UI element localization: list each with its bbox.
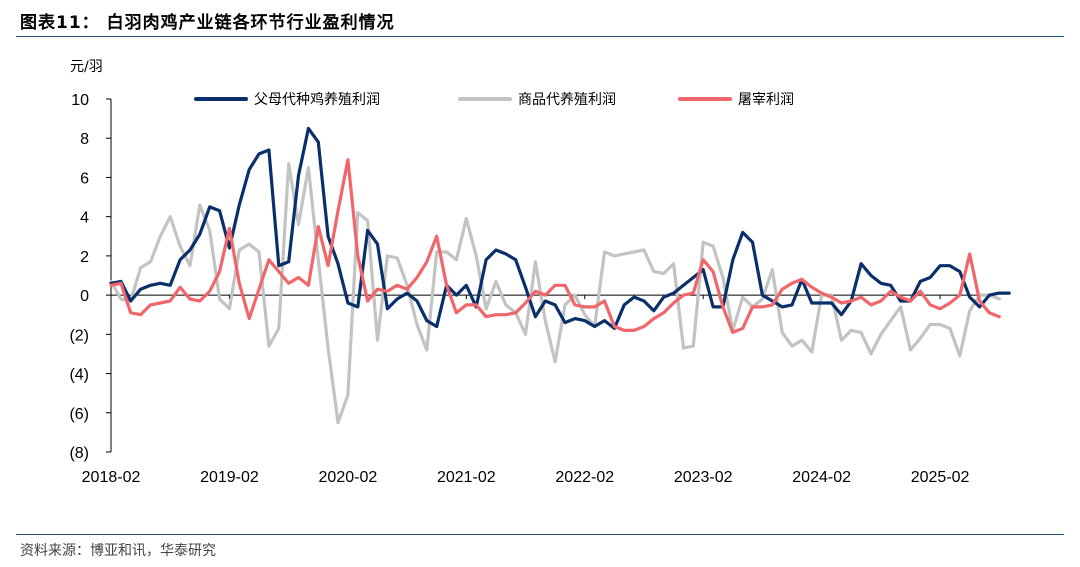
series-line-3 bbox=[109, 158, 1001, 334]
footer-rule bbox=[16, 534, 1064, 535]
x-tick-label: 2018-02 bbox=[82, 469, 141, 486]
x-tick-label: 2023-02 bbox=[674, 469, 733, 486]
source-note: 资料来源：博亚和讯，华泰研究 bbox=[20, 543, 216, 559]
y-tick-label: (4) bbox=[69, 367, 89, 384]
title-rule bbox=[16, 36, 1064, 37]
y-tick-label: 2 bbox=[80, 249, 89, 266]
x-tick-label: 2024-02 bbox=[792, 469, 851, 486]
y-tick-label: 0 bbox=[80, 288, 89, 305]
x-tick-label: 2021-02 bbox=[437, 469, 496, 486]
x-tick-label: 2025-02 bbox=[911, 469, 970, 486]
chart-title: 图表11： 白羽肉鸡产业链各环节行业盈利情况 bbox=[20, 13, 395, 33]
y-tick-label: 6 bbox=[80, 170, 89, 187]
y-tick-label: 8 bbox=[80, 131, 89, 148]
y-tick-label: (2) bbox=[69, 327, 89, 344]
y-tick-label: 10 bbox=[71, 92, 89, 109]
series-line-2 bbox=[109, 162, 1001, 425]
y-tick-label: (8) bbox=[69, 445, 89, 462]
legend-label-1: 父母代种鸡养殖利润 bbox=[254, 91, 380, 108]
series-line-1 bbox=[109, 126, 1011, 330]
x-tick-label: 2022-02 bbox=[555, 469, 614, 486]
y-tick-label: (6) bbox=[69, 406, 89, 423]
x-tick-label: 2019-02 bbox=[200, 469, 259, 486]
x-tick-label: 2020-02 bbox=[319, 469, 378, 486]
legend-label-2: 商品代养殖利润 bbox=[518, 91, 616, 108]
y-unit-label: 元/羽 bbox=[70, 59, 103, 75]
legend-label-3: 屠宰利润 bbox=[738, 92, 794, 108]
y-tick-label: 4 bbox=[80, 210, 89, 227]
